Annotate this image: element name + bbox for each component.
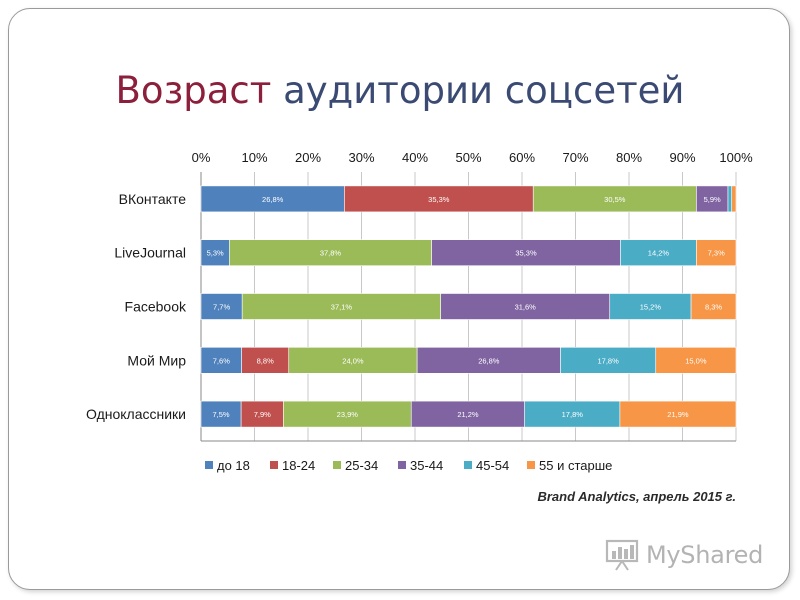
x-tick-label: 20% <box>295 150 321 165</box>
x-tick-label: 100% <box>719 150 753 165</box>
bar-segment <box>283 400 412 428</box>
data-label: 17,8% <box>562 410 584 419</box>
x-tick-label: 30% <box>348 150 374 165</box>
data-label: 7,7% <box>213 303 230 312</box>
title-rest: аудитории соцсетей <box>283 69 685 112</box>
data-label: 24,0% <box>342 356 364 365</box>
bar-segment <box>609 293 692 320</box>
presentation-icon <box>605 539 639 571</box>
legend-swatch <box>270 461 278 469</box>
bar-segment <box>200 239 230 266</box>
data-label: 7,6% <box>213 356 230 365</box>
data-label: 37,8% <box>320 249 342 258</box>
bar-segment <box>560 346 657 374</box>
category-label: Одноклассники <box>86 406 186 422</box>
legend-swatch <box>527 461 535 469</box>
legend-swatch <box>398 461 406 469</box>
legend-label: 35-44 <box>410 458 443 473</box>
data-label: 8,8% <box>257 356 274 365</box>
data-label: 26,8% <box>478 356 500 365</box>
bar-segment <box>440 293 611 320</box>
bar-segment <box>410 400 525 428</box>
bar-segment <box>240 400 284 428</box>
slide-title: Возраст аудитории соцсетей <box>0 66 800 116</box>
bar-segment <box>727 185 733 213</box>
x-tick-label: 50% <box>455 150 481 165</box>
category-label: LiveJournal <box>114 245 186 261</box>
category-label: Facebook <box>125 299 187 315</box>
x-tick-label: 10% <box>241 150 267 165</box>
data-label: 8,3% <box>705 303 722 312</box>
legend-swatch <box>205 461 213 469</box>
bar-segment <box>731 185 737 213</box>
data-label: 7,5% <box>213 410 230 419</box>
legend-label: 45-54 <box>476 458 509 473</box>
watermark-logo: MyShared <box>646 541 764 569</box>
data-label: 5,3% <box>207 249 224 258</box>
bar-segment <box>655 346 737 374</box>
data-label: 30,5% <box>604 195 626 204</box>
data-label: 7,3% <box>708 249 725 258</box>
bar-segment <box>532 185 697 213</box>
bar-segment <box>619 400 737 428</box>
bar-segment <box>690 293 737 320</box>
category-label: Мой Мир <box>127 352 186 368</box>
data-label: 21,2% <box>457 410 479 419</box>
data-label: 35,3% <box>428 195 450 204</box>
x-tick-label: 0% <box>192 150 211 165</box>
data-label: 35,3% <box>515 249 537 258</box>
x-tick-label: 80% <box>616 150 642 165</box>
data-label: 26,8% <box>262 195 284 204</box>
x-tick-label: 40% <box>402 150 428 165</box>
legend-label: до 18 <box>217 458 250 473</box>
bar-segment <box>344 185 534 213</box>
bars: 26,8% 35,3% 30,5% 5,9% 5,3% 37,8% 35,3% 14,2% 7,… <box>200 185 737 428</box>
bar-segment <box>241 346 290 374</box>
data-label: 21,9% <box>667 410 689 419</box>
category-label: ВКонтакте <box>119 191 187 207</box>
bar-segment <box>200 293 243 320</box>
legend-swatch <box>464 461 472 469</box>
bar-segment <box>229 239 432 266</box>
legend-label: 55 и старше <box>539 458 612 473</box>
bar-segment <box>620 239 697 266</box>
data-label: 14,2% <box>648 249 670 258</box>
data-label: 37,1% <box>331 303 353 312</box>
legend-label: 18-24 <box>282 458 315 473</box>
legend-swatch <box>333 461 341 469</box>
watermark: MyShared <box>604 535 763 575</box>
x-tick-label: 90% <box>669 150 695 165</box>
data-label: 17,8% <box>597 356 619 365</box>
x-tick-label: 70% <box>562 150 588 165</box>
title-accent: Возраст <box>115 69 272 112</box>
source-note: Brand Analytics, апрель 2015 г. <box>537 489 736 504</box>
data-label: 15,0% <box>685 356 707 365</box>
x-tick-label: 60% <box>509 150 535 165</box>
legend: до 18 18-24 25-34 35-44 45-54 55 и старше <box>205 458 612 473</box>
legend-label: 25-34 <box>345 458 378 473</box>
data-label: 7,9% <box>254 410 271 419</box>
data-label: 31,6% <box>515 303 537 312</box>
bar-segment <box>431 239 621 266</box>
bar-segment <box>200 185 345 213</box>
bar-segment <box>288 346 418 374</box>
bar-segment <box>696 239 737 266</box>
data-label: 23,9% <box>337 410 359 419</box>
data-label: 15,2% <box>640 303 662 312</box>
data-label: 5,9% <box>704 195 721 204</box>
x-axis-ticks: 0% 10% 20% 30% 40% 50% 60% 70% 80% 90% 100% <box>192 150 753 165</box>
y-axis-categories: ВКонтакте LiveJournal Facebook Мой Мир Однок… <box>86 191 187 422</box>
